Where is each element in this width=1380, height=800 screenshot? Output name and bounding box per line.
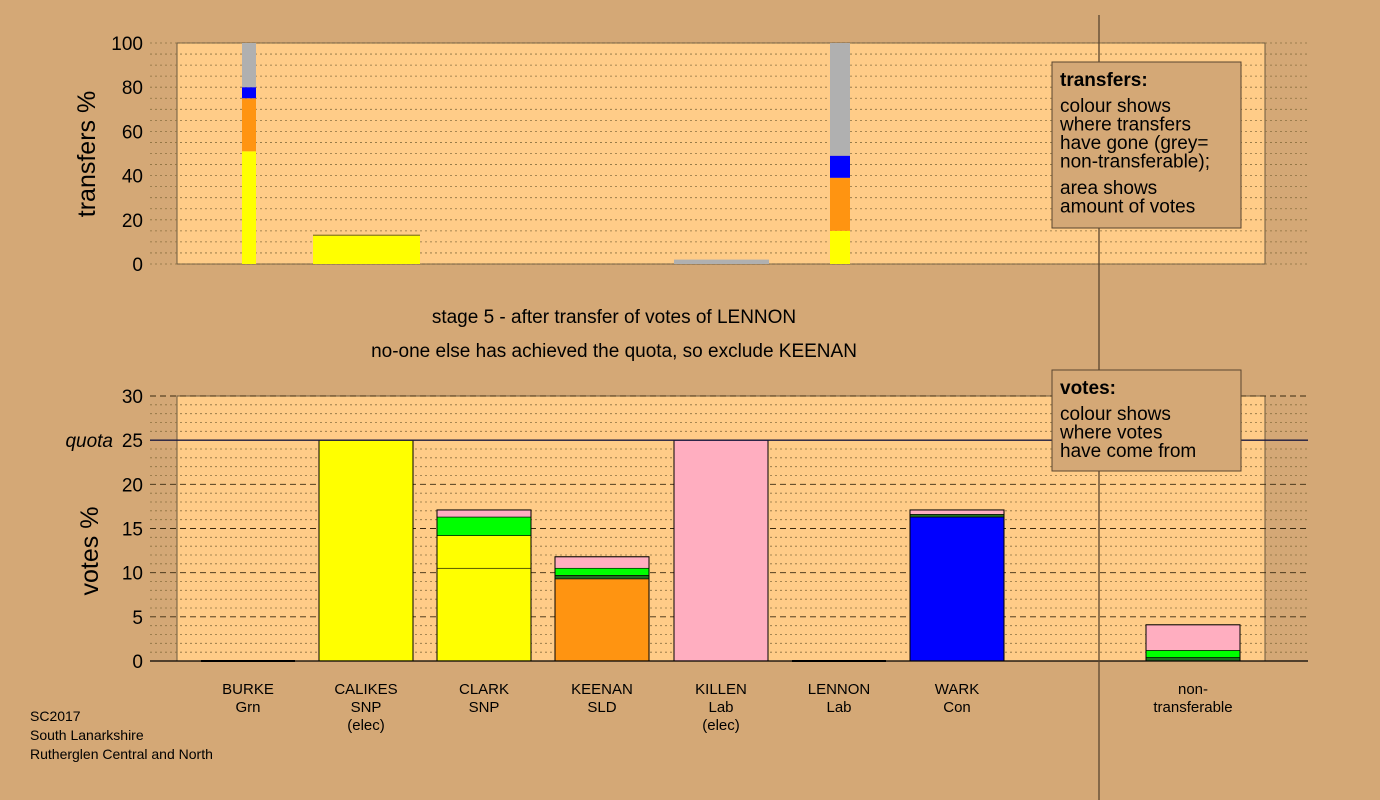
transfers-legend-line: area shows bbox=[1060, 178, 1157, 199]
vote-bar-segment bbox=[1145, 650, 1241, 658]
transfer-bar-segment bbox=[830, 230, 850, 264]
category-party-label: transferable bbox=[1153, 699, 1232, 716]
transfers-legend-box bbox=[1051, 61, 1242, 229]
vote-bar-segment bbox=[554, 575, 650, 580]
category-party-label: SNP bbox=[351, 699, 382, 716]
votes-legend-line: where votes bbox=[1059, 423, 1162, 444]
vote-bar-segment bbox=[436, 509, 532, 518]
vote-bar-segment bbox=[436, 535, 532, 569]
transfer-bar-segment bbox=[242, 98, 256, 152]
category-name-label: non- bbox=[1178, 681, 1208, 698]
vote-bar-segment bbox=[909, 516, 1005, 662]
vote-bar-segment bbox=[673, 439, 769, 662]
transfer-bar-segment bbox=[242, 151, 256, 264]
vote-bar-segment bbox=[909, 509, 1005, 515]
category-name-label: CLARK bbox=[459, 681, 509, 698]
category-name-label: BURKE bbox=[222, 681, 274, 698]
votes-tick-label: 20 bbox=[122, 475, 143, 496]
transfer-bar-segment bbox=[313, 235, 420, 264]
category-note-label: (elec) bbox=[347, 717, 385, 734]
quota-label: quota bbox=[65, 431, 113, 452]
vote-bar-segment bbox=[436, 516, 532, 536]
stage-heading: stage 5 - after transfer of votes of LEN… bbox=[432, 307, 796, 328]
votes-tick-label: 10 bbox=[122, 564, 143, 585]
vote-bar-segment bbox=[554, 556, 650, 569]
transfers-legend-title: transfers: bbox=[1060, 70, 1148, 91]
footer-council: South Lanarkshire bbox=[30, 727, 144, 743]
votes-legend-line: have come from bbox=[1060, 441, 1196, 462]
transfer-bar-segment bbox=[674, 259, 769, 264]
footer: SC2017 South Lanarkshire Rutherglen Cent… bbox=[30, 707, 213, 764]
transfer-bar-segment bbox=[830, 177, 850, 231]
votes-tick-label: 15 bbox=[122, 520, 143, 541]
transfers-tick-label: 20 bbox=[122, 211, 143, 232]
category-party-label: Lab bbox=[826, 699, 851, 716]
transfers-tick-label: 80 bbox=[122, 78, 143, 99]
transfers-legend-line: amount of votes bbox=[1060, 197, 1195, 218]
votes-legend-title: votes: bbox=[1060, 378, 1116, 399]
category-party-label: SLD bbox=[587, 699, 616, 716]
votes-legend-box bbox=[1051, 369, 1242, 472]
votes-tick-label: 5 bbox=[132, 608, 143, 629]
category-party-label: Con bbox=[943, 699, 971, 716]
transfer-bar-segment bbox=[830, 155, 850, 178]
transfers-legend-line: colour shows bbox=[1060, 96, 1171, 117]
footer-ward: Rutherglen Central and North bbox=[30, 746, 213, 762]
transfers-tick-label: 40 bbox=[122, 167, 143, 188]
category-party-label: Grn bbox=[235, 699, 260, 716]
transfers-tick-label: 0 bbox=[132, 255, 143, 276]
transfers-tick-label: 60 bbox=[122, 122, 143, 143]
votes-tick-label: 25 bbox=[122, 431, 143, 452]
votes-tick-label: 0 bbox=[132, 652, 143, 673]
transfer-bar-segment bbox=[830, 43, 850, 156]
transfers-legend-line: have gone (grey= bbox=[1060, 133, 1208, 154]
action-heading: no-one else has achieved the quota, so e… bbox=[371, 341, 857, 362]
transfers-tick-label: 100 bbox=[111, 34, 143, 55]
category-party-label: SNP bbox=[469, 699, 500, 716]
category-name-label: WARK bbox=[935, 681, 979, 698]
vote-bar-segment bbox=[318, 439, 414, 662]
vote-bar-segment bbox=[554, 567, 650, 576]
footer-election: SC2017 bbox=[30, 708, 81, 724]
vote-bar-segment bbox=[554, 578, 650, 662]
transfers-legend-line: non-transferable); bbox=[1060, 152, 1210, 173]
vote-bar-segment bbox=[909, 514, 1005, 518]
votes-legend-line: colour shows bbox=[1060, 404, 1171, 425]
vote-bar-segment bbox=[1145, 624, 1241, 651]
transfer-bar-segment bbox=[242, 43, 256, 88]
category-party-label: Lab bbox=[708, 699, 733, 716]
transfer-bar-segment bbox=[242, 87, 256, 99]
transfers-axis-label: transfers % bbox=[73, 91, 101, 217]
votes-tick-label: 30 bbox=[122, 387, 143, 408]
votes-axis-label: votes % bbox=[76, 507, 104, 596]
category-name-label: KEENAN bbox=[571, 681, 633, 698]
category-name-label: CALIKES bbox=[334, 681, 397, 698]
category-name-label: LENNON bbox=[808, 681, 871, 698]
category-name-label: KILLEN bbox=[695, 681, 747, 698]
category-note-label: (elec) bbox=[702, 717, 740, 734]
vote-bar-segment bbox=[436, 567, 532, 662]
transfers-legend-line: where transfers bbox=[1059, 115, 1191, 136]
